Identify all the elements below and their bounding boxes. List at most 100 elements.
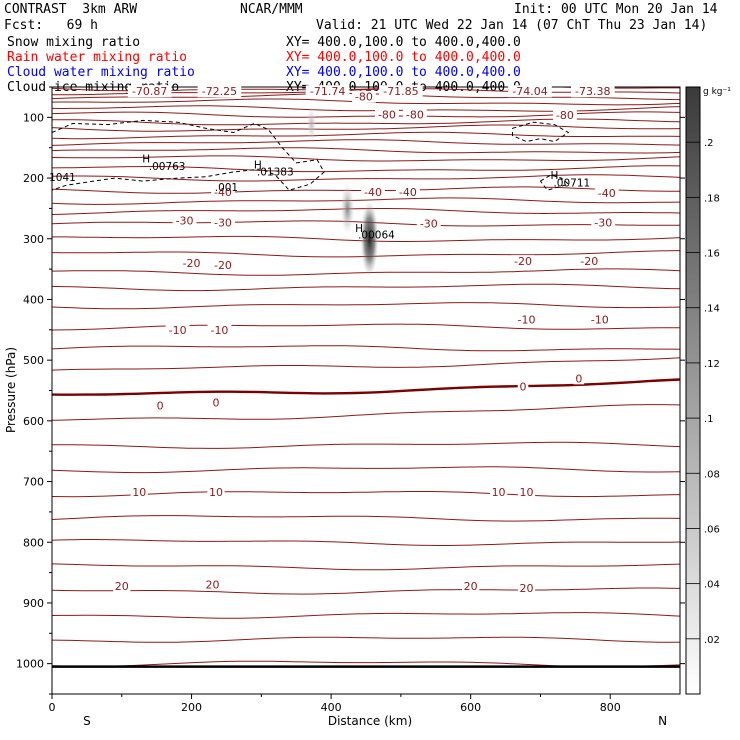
- temperature-label-bg: [587, 313, 612, 326]
- isotherm-line: [52, 563, 680, 571]
- temperature-label-bg: [207, 485, 225, 498]
- extrema-label: H: [550, 170, 558, 182]
- temperature-label: -72.25: [202, 85, 237, 98]
- temperature-label-bg: [577, 255, 602, 268]
- colorbar-tick-label: .08: [704, 469, 720, 480]
- temperature-label: -30: [214, 216, 232, 229]
- isotherm-line: [52, 111, 680, 118]
- y-tick-label: 600: [23, 415, 44, 428]
- colorbar-tick-label: .2: [704, 138, 714, 149]
- isotherm-line: [52, 147, 680, 154]
- temperature-label: -40: [399, 186, 417, 199]
- temperature-label-bg: [402, 108, 427, 121]
- x-tick-label: 400: [321, 701, 342, 714]
- temperature-label-bg: [489, 485, 508, 498]
- temperature-label-bg: [395, 186, 420, 199]
- isotherm-line: [52, 165, 680, 173]
- y-tick-label: 500: [23, 354, 44, 367]
- x-axis-label: Distance (km): [328, 714, 412, 728]
- extrema-label: .00064: [358, 230, 395, 242]
- isotherm-line: [52, 105, 680, 112]
- field-xy-rain: XY= 400.0,100.0 to 400.0,400.0: [286, 50, 521, 65]
- y-tick-label: 100: [23, 111, 44, 124]
- temperature-label: -10: [169, 324, 187, 337]
- x-tick-label: 200: [181, 701, 202, 714]
- isotherm-line: [52, 139, 680, 146]
- x-tick-label: 800: [600, 701, 621, 714]
- temperature-label: -74.04: [512, 85, 547, 98]
- temperature-label-bg: [573, 372, 585, 385]
- temperature-label-bg: [511, 255, 535, 268]
- isotherm-line: [52, 404, 680, 421]
- temperature-label: 10: [492, 486, 506, 499]
- extrema-label: H: [355, 223, 363, 235]
- temperature-label: 0: [157, 400, 164, 413]
- temperature-label: 10: [132, 486, 146, 499]
- colorbar-tick-label: .06: [704, 524, 720, 535]
- temperature-label-bg: [352, 90, 376, 103]
- isotherm-line: [52, 197, 680, 205]
- y-axis-label: Pressure (hPa): [4, 347, 18, 433]
- isotherm-line: [52, 378, 680, 396]
- temperature-label: -20: [183, 257, 201, 270]
- field-name-snow: Snow mixing ratio: [7, 35, 141, 50]
- temperature-label: -10: [518, 313, 536, 326]
- temperature-label: -80: [378, 108, 396, 121]
- endpoint-south: S: [83, 714, 91, 728]
- temperature-label: 10: [209, 486, 223, 499]
- isotherm-line: [52, 323, 680, 331]
- extrema-label: .001: [215, 182, 238, 194]
- organization-label: NCAR/MMM: [240, 2, 303, 17]
- temperature-label-bg: [517, 581, 536, 594]
- snow-shading-secondary: [340, 182, 355, 235]
- temperature-label-bg: [130, 485, 148, 498]
- temperature-label: -30: [594, 216, 612, 229]
- colorbar-tick-label: .16: [704, 249, 720, 260]
- temperature-label-bg: [203, 578, 222, 591]
- isotherm-line: [52, 131, 680, 140]
- temperature-label: -40: [364, 186, 382, 199]
- isotherm-line: [52, 118, 680, 126]
- temperature-label: -71.85: [383, 85, 418, 98]
- isotherm-line: [52, 636, 680, 643]
- colorbar-unit: g kg⁻¹: [703, 87, 731, 97]
- isotherm-line: [52, 174, 680, 182]
- isotherm-line: [52, 283, 680, 292]
- x-tick-label: 600: [460, 701, 481, 714]
- temperature-label-bg: [517, 485, 536, 498]
- extrema-label: H: [254, 160, 262, 172]
- isotherm-line: [52, 515, 680, 522]
- isotherm-line: [52, 612, 680, 619]
- temperature-label-bg: [361, 186, 385, 199]
- isotherm-line: [52, 466, 680, 474]
- temperature-label-bg: [207, 323, 232, 336]
- temperature-label: -73.38: [575, 85, 610, 98]
- temperature-label: -20: [514, 255, 532, 268]
- extrema-label: .01383: [257, 166, 294, 178]
- colorbar-tick-label: .04: [704, 580, 720, 591]
- field-xy-cloud-water: XY= 400.0,100.0 to 400.0,400.0: [286, 65, 521, 80]
- temperature-label-bg: [517, 380, 529, 393]
- snow-max-shading: [360, 200, 379, 277]
- temperature-label-bg: [113, 579, 131, 592]
- endpoint-north: N: [658, 714, 667, 728]
- temperature-label-bg: [552, 108, 577, 121]
- temperature-label: -30: [176, 215, 194, 228]
- isotherm-line: [52, 441, 680, 449]
- temperature-label-bg: [127, 85, 172, 98]
- cloud-contour: [52, 119, 325, 191]
- temperature-label: 20: [519, 582, 533, 595]
- isotherm-line: [52, 491, 680, 498]
- temperature-label-bg: [514, 313, 539, 326]
- temperature-label: -80: [406, 108, 424, 121]
- temperature-label: 20: [115, 580, 129, 593]
- extrema-label: 1041: [49, 172, 76, 184]
- init-time: Init: 00 UTC Mon 20 Jan 14: [514, 2, 718, 17]
- temperature-label-bg: [154, 399, 166, 412]
- colorbar-tick-label: .1: [704, 414, 714, 425]
- temperature-label-bg: [416, 217, 441, 230]
- isotherm-line: [52, 539, 680, 546]
- temperature-label-bg: [379, 85, 423, 98]
- isotherm-line: [52, 357, 680, 371]
- temperature-label: -40: [598, 187, 616, 200]
